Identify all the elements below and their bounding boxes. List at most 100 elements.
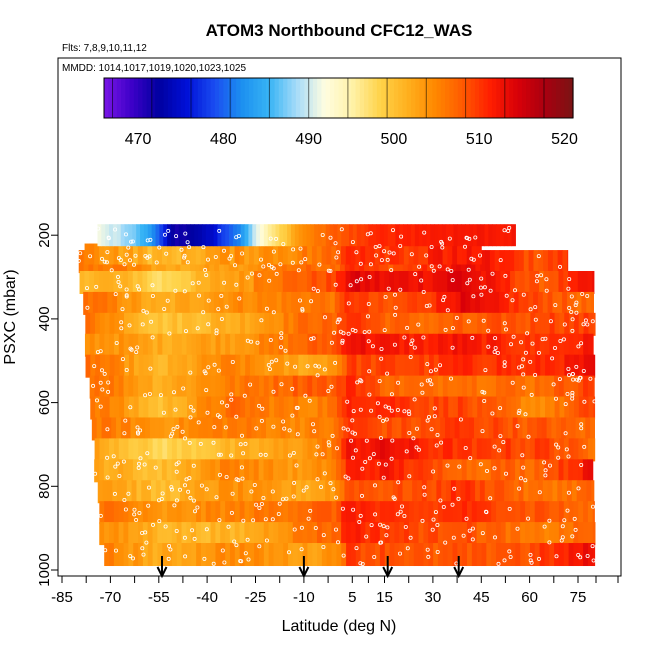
heatmap-cell xyxy=(472,396,478,420)
sample-marker xyxy=(416,322,421,327)
heatmap-cell xyxy=(95,396,101,420)
sample-marker xyxy=(405,546,410,551)
heatmap-cell xyxy=(158,354,164,378)
heatmap-cell xyxy=(490,459,497,483)
heatmap-cell xyxy=(336,501,342,525)
sample-marker xyxy=(523,412,528,417)
sample-marker xyxy=(268,236,273,241)
sample-marker xyxy=(243,441,248,446)
heatmap-cell xyxy=(205,543,212,567)
sample-marker xyxy=(430,527,435,532)
sample-marker xyxy=(185,260,190,265)
sample-marker xyxy=(169,487,174,492)
sample-marker xyxy=(579,341,584,346)
heatmap-cell xyxy=(233,291,239,315)
colorbar-segment xyxy=(185,78,190,118)
sample-marker xyxy=(368,262,373,267)
heatmap-cell xyxy=(128,438,134,462)
heatmap-cell xyxy=(418,224,424,247)
heatmap-cell xyxy=(219,459,226,483)
heatmap-cell xyxy=(157,543,163,567)
heatmap-cell xyxy=(221,224,226,247)
heatmap-cell xyxy=(186,224,191,247)
sample-marker xyxy=(315,477,320,482)
heatmap-cell xyxy=(104,375,110,399)
heatmap-cell xyxy=(326,333,333,357)
heatmap-cell xyxy=(542,480,549,504)
heatmap-cell xyxy=(461,270,468,294)
colorbar-segment xyxy=(564,78,570,118)
heatmap-cell xyxy=(256,224,261,247)
heatmap-cell xyxy=(356,312,362,336)
heatmap-cell xyxy=(280,417,286,441)
heatmap-cell xyxy=(423,270,429,294)
sample-marker xyxy=(576,486,581,491)
flights-label: Flts: 7,8,9,10,11,12 xyxy=(62,43,147,54)
sample-marker xyxy=(395,512,400,517)
heatmap-cell xyxy=(305,291,312,315)
heatmap-cell xyxy=(99,375,105,399)
heatmap-cell xyxy=(234,522,241,546)
y-tick-label: 600 xyxy=(36,390,53,415)
heatmap-cell xyxy=(515,333,521,357)
sample-marker xyxy=(353,448,358,453)
heatmap-cell xyxy=(460,480,466,504)
heatmap-cell xyxy=(349,224,354,247)
sample-marker xyxy=(420,518,425,523)
sample-marker xyxy=(508,342,513,347)
heatmap-cell xyxy=(402,291,408,315)
sample-marker xyxy=(184,477,189,482)
heatmap-cell xyxy=(312,333,318,357)
heatmap-cell xyxy=(167,501,173,525)
heatmap-cell xyxy=(196,522,202,546)
sample-marker xyxy=(119,326,124,331)
sample-marker xyxy=(310,422,315,427)
heatmap-cell xyxy=(540,396,546,420)
heatmap-cell xyxy=(365,375,371,399)
colorbar-segment xyxy=(176,78,182,118)
sample-marker xyxy=(252,482,257,487)
sample-marker xyxy=(366,301,371,306)
heatmap-cell xyxy=(142,543,149,567)
sample-marker xyxy=(380,418,385,423)
heatmap-cell xyxy=(514,250,520,274)
heatmap-cell xyxy=(312,522,318,546)
heatmap-cell xyxy=(205,459,211,483)
sample-marker xyxy=(145,451,150,456)
sample-marker xyxy=(413,272,418,277)
sample-marker xyxy=(105,427,110,432)
heatmap-cell xyxy=(127,270,134,294)
heatmap-cell xyxy=(476,438,483,462)
colorbar-segment xyxy=(283,78,288,118)
heatmap-cell xyxy=(547,250,554,274)
heatmap-cell xyxy=(104,396,111,420)
colorbar-segment xyxy=(457,78,463,118)
heatmap-cell xyxy=(542,291,549,315)
colorbar-segment xyxy=(436,78,442,118)
heatmap-cell xyxy=(527,417,533,441)
heatmap-cell xyxy=(159,417,165,441)
heatmap-cell xyxy=(467,543,473,567)
heatmap-cell xyxy=(592,375,595,399)
heatmap-cell xyxy=(402,480,408,504)
heatmap-cell xyxy=(220,501,226,525)
heatmap-cell xyxy=(380,438,386,462)
sample-marker xyxy=(426,414,431,419)
heatmap-cell xyxy=(558,543,565,567)
sample-marker xyxy=(311,286,316,291)
colorbar-segment xyxy=(129,78,135,118)
heatmap-cell xyxy=(190,270,197,294)
heatmap-cell xyxy=(494,291,500,315)
heatmap-cell xyxy=(261,417,267,441)
sample-marker xyxy=(592,399,597,404)
sample-marker xyxy=(276,512,281,517)
heatmap-cell xyxy=(171,243,177,265)
heatmap-cell xyxy=(317,333,323,357)
heatmap-cell xyxy=(350,501,357,525)
heatmap-cell xyxy=(351,396,357,420)
sample-marker xyxy=(268,337,273,342)
heatmap-cell xyxy=(466,243,473,265)
sample-marker xyxy=(241,451,246,456)
heatmap-cell xyxy=(278,522,284,546)
